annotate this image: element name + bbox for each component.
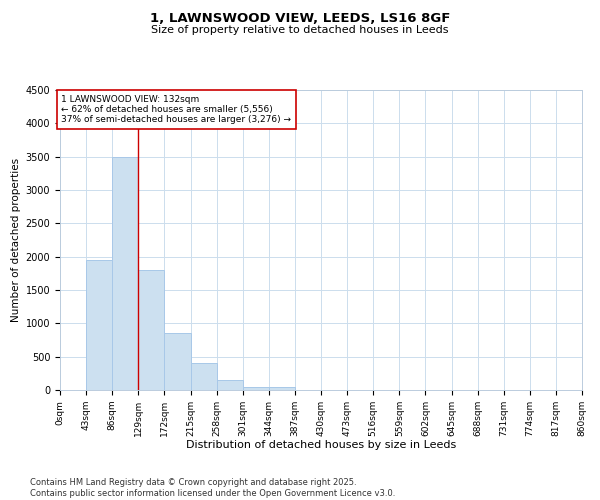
Y-axis label: Number of detached properties: Number of detached properties [11,158,22,322]
Bar [269,386,295,390]
Text: 1, LAWNSWOOD VIEW, LEEDS, LS16 8GF: 1, LAWNSWOOD VIEW, LEEDS, LS16 8GF [150,12,450,26]
Bar [217,380,242,390]
Text: 1 LAWNSWOOD VIEW: 132sqm
← 62% of detached houses are smaller (5,556)
37% of sem: 1 LAWNSWOOD VIEW: 132sqm ← 62% of detach… [61,94,291,124]
Bar [112,156,139,390]
Bar [191,364,217,390]
Text: Size of property relative to detached houses in Leeds: Size of property relative to detached ho… [151,25,449,35]
Bar [86,260,112,390]
Bar [164,334,191,390]
X-axis label: Distribution of detached houses by size in Leeds: Distribution of detached houses by size … [186,440,456,450]
Text: Contains HM Land Registry data © Crown copyright and database right 2025.
Contai: Contains HM Land Registry data © Crown c… [30,478,395,498]
Bar [243,386,269,390]
Bar [139,270,164,390]
